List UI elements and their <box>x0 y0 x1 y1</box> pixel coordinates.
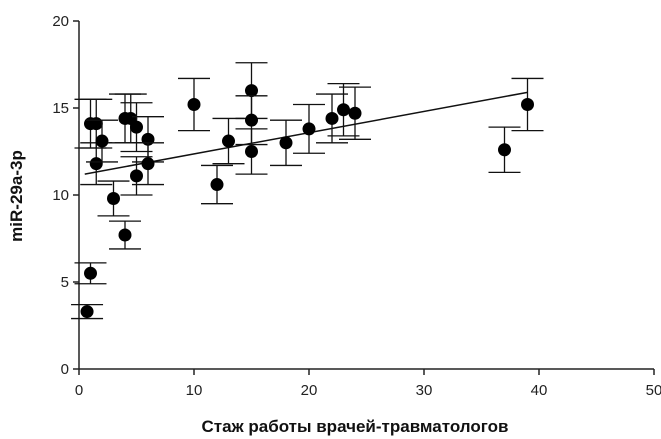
data-point-group <box>178 77 210 132</box>
data-point-group <box>74 262 107 285</box>
data-point-group <box>97 180 130 217</box>
data-point <box>325 111 339 125</box>
data-point-group <box>316 93 348 144</box>
y-tick-label: 5 <box>61 274 69 291</box>
data-point-group <box>109 220 141 250</box>
data-point <box>130 120 143 134</box>
y-ticks: 0 5 10 15 20 <box>52 13 79 378</box>
x-tick-label: 50 <box>646 382 661 399</box>
data-point-group <box>86 119 118 163</box>
x-axis-title: Стаж работы врачей-травматологов <box>202 417 509 436</box>
data-point <box>245 145 258 158</box>
data-point-group <box>293 103 325 154</box>
data-point <box>302 122 316 136</box>
data-point <box>118 228 132 242</box>
data-point-group <box>132 142 164 186</box>
data-point-group <box>511 77 544 132</box>
x-tick-label: 40 <box>531 382 548 399</box>
x-tick-label: 20 <box>301 382 318 399</box>
data-point-group <box>120 156 153 196</box>
x-ticks: 0 10 20 30 40 50 <box>75 369 661 399</box>
data-point <box>222 134 235 148</box>
data-point-group <box>270 119 302 167</box>
data-point <box>210 178 224 192</box>
data-point <box>107 191 120 205</box>
y-axis-title: miR-29a-3p <box>7 150 26 242</box>
axes <box>78 21 654 370</box>
data-points <box>71 62 544 320</box>
data-point-group <box>71 303 104 320</box>
data-point-group <box>488 126 521 174</box>
data-point <box>337 103 350 117</box>
data-point <box>348 106 362 120</box>
data-point-group <box>212 117 245 165</box>
data-point <box>89 117 103 131</box>
y-tick-label: 20 <box>52 13 69 30</box>
data-point <box>521 98 534 112</box>
x-tick-label: 0 <box>75 382 83 399</box>
data-point-group <box>120 102 153 153</box>
data-point-group <box>327 82 360 137</box>
data-point <box>95 134 109 148</box>
data-point <box>187 98 201 112</box>
data-point <box>245 84 258 98</box>
y-tick-label: 15 <box>52 100 69 117</box>
data-point <box>80 305 94 319</box>
data-point-group <box>339 86 371 140</box>
x-tick-label: 30 <box>416 382 433 399</box>
data-point-group <box>80 142 113 186</box>
data-point <box>89 157 103 171</box>
data-point <box>279 136 293 150</box>
data-point-group <box>235 128 268 175</box>
y-tick-label: 10 <box>52 187 69 204</box>
data-point <box>245 113 258 127</box>
data-point <box>498 143 511 157</box>
data-point <box>130 169 143 183</box>
y-tick-label: 0 <box>61 361 69 378</box>
data-point-group <box>201 164 233 205</box>
x-tick-label: 10 <box>186 382 203 399</box>
data-point <box>84 266 97 280</box>
data-point <box>141 157 155 171</box>
